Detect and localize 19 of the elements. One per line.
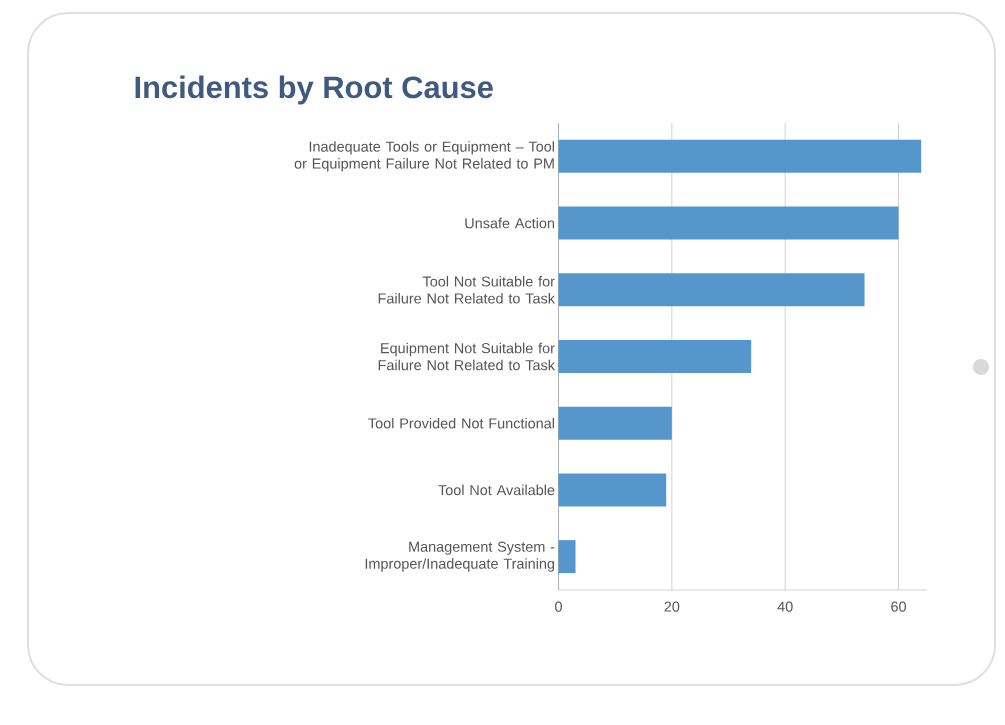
y-tick-label: Tool Provided Not Functional xyxy=(368,417,554,429)
x-tick-label: 20 xyxy=(664,601,680,612)
bar xyxy=(558,473,667,507)
bar xyxy=(558,540,576,574)
x-tick-label: 0 xyxy=(555,601,562,612)
y-tick-label: Management System - Improper/Inadequate Training xyxy=(365,541,555,572)
bar xyxy=(558,339,752,373)
bar xyxy=(558,406,672,440)
y-tick-label: Tool Not Available xyxy=(438,484,555,496)
bar xyxy=(558,273,865,307)
bar xyxy=(558,206,899,240)
chart-title: Incidents by Root Cause xyxy=(135,75,493,105)
y-tick-label: Equipment Not Suitable for Failure Not Related to Task xyxy=(378,342,555,371)
y-tick-label: Tool Not Suitable for Failure Not Related to Task xyxy=(378,276,555,304)
y-tick-label: Unsafe Action xyxy=(465,217,555,229)
bar xyxy=(558,139,922,173)
y-tick-label: Inadequate Tools or Equipment – Tool or Equipment Failure Not Related to PM xyxy=(294,141,554,172)
x-tick-label: 40 xyxy=(777,601,793,612)
x-tick-label: 60 xyxy=(891,601,906,612)
